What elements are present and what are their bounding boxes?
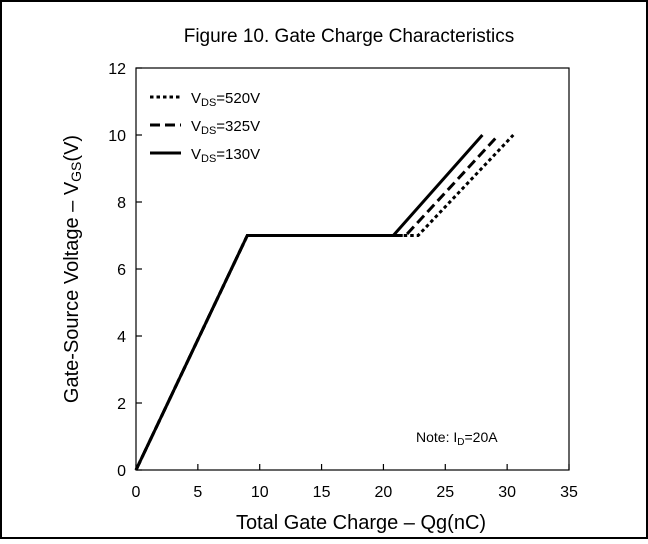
series-layer xyxy=(134,133,515,471)
legend-label-325v-tail: =325V xyxy=(216,118,260,135)
legend-label-130v-sub: DS xyxy=(201,153,216,165)
y-tick-label: 12 xyxy=(108,61,126,78)
x-tick-label: 30 xyxy=(498,484,516,501)
y-tick-label: 2 xyxy=(117,396,126,413)
x-tick-label: 25 xyxy=(436,484,454,501)
y-tick-label: 8 xyxy=(117,195,126,212)
y-axis-label-main: Gate-Source Voltage – V xyxy=(61,181,83,403)
legend-label-325v-sub: DS xyxy=(201,125,216,137)
series-line-130v xyxy=(134,134,484,471)
x-tick-label: 10 xyxy=(251,484,269,501)
x-axis-ticks: 0 5 10 15 20 25 30 35 xyxy=(132,464,578,501)
note-main: Note: I xyxy=(416,429,457,445)
y-tick-label: 10 xyxy=(108,128,126,145)
legend-label-520v-tail: =520V xyxy=(216,90,260,107)
x-tick-label: 0 xyxy=(132,484,141,501)
legend-label-130v-main: V xyxy=(191,146,201,163)
x-tick-label: 5 xyxy=(193,484,202,501)
legend-label-520v-sub: DS xyxy=(201,97,216,109)
legend-label-130v-tail: =130V xyxy=(216,146,260,163)
series-line-325v xyxy=(134,133,500,471)
legend-label-520v: VDS=520V xyxy=(191,90,260,109)
legend-label-325v: VDS=325V xyxy=(191,118,260,137)
legend-label-130v: VDS=130V xyxy=(191,146,260,165)
y-tick-label: 0 xyxy=(117,463,126,480)
y-axis-ticks: 0 2 4 6 8 10 12 xyxy=(108,61,142,480)
x-tick-label: 35 xyxy=(560,484,578,501)
note-sub: D xyxy=(457,437,464,448)
x-tick-label: 20 xyxy=(375,484,393,501)
x-axis-label: Total Gate Charge – Qg(nC) xyxy=(236,512,486,534)
y-tick-label: 6 xyxy=(117,262,126,279)
note-tail: =20A xyxy=(464,429,498,445)
legend-label-520v-main: V xyxy=(191,90,201,107)
series-line-520v xyxy=(134,133,515,471)
x-tick-label: 15 xyxy=(313,484,331,501)
y-axis-label-sub: GS xyxy=(68,162,84,182)
legend-label-325v-main: V xyxy=(191,118,201,135)
chart-title: Figure 10. Gate Charge Characteristics xyxy=(184,26,515,47)
y-axis-label: Gate-Source Voltage – VGS(V) xyxy=(61,135,84,403)
y-tick-label: 4 xyxy=(117,329,126,346)
y-axis-label-tail: (V) xyxy=(61,135,83,162)
legend: VDS=520V VDS=325V VDS=130V xyxy=(150,90,260,165)
note-annotation: Note: ID=20A xyxy=(416,429,498,448)
